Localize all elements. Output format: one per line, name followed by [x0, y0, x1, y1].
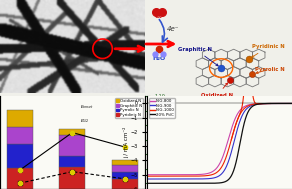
- Text: O₂: O₂: [155, 14, 163, 19]
- Text: H₂O: H₂O: [152, 56, 166, 61]
- Line: N-G-900: N-G-900: [147, 104, 292, 179]
- Text: Pyridinic N: Pyridinic N: [252, 44, 285, 57]
- N-G-900: [290, 102, 292, 105]
- N-G-800: [290, 102, 292, 105]
- N-G-900: [255, 103, 258, 105]
- N-G-900: [183, 178, 186, 180]
- N-G-1000: [183, 175, 186, 177]
- 20% Pt/C: [290, 102, 292, 105]
- N-G-800: [211, 170, 215, 173]
- Line: N-G-800: N-G-800: [147, 104, 292, 175]
- Bar: [7, 144, 33, 168]
- Bar: [59, 129, 86, 135]
- Text: Pyrrolic N: Pyrrolic N: [255, 67, 285, 74]
- N-G-900: [242, 111, 246, 113]
- Bar: [112, 160, 138, 164]
- Legend: Oxidized N, Graphitic N, Pyrrolic N, Pyridinic N: Oxidized N, Graphitic N, Pyrrolic N, Pyr…: [115, 98, 142, 118]
- N-G-900: [146, 178, 149, 180]
- N-G-1000: [211, 173, 215, 176]
- Y-axis label: j / mA cm⁻²: j / mA cm⁻²: [123, 127, 129, 158]
- Line: N-G-1000: N-G-1000: [147, 104, 292, 176]
- N-G-1000: [146, 175, 149, 177]
- N-G-800: [171, 174, 175, 176]
- N-G-1000: [242, 108, 246, 110]
- N-G-900: [211, 177, 215, 179]
- Bar: [59, 156, 86, 167]
- Bar: [112, 164, 138, 172]
- N-G-900: [231, 146, 234, 148]
- N-G-1000: [290, 102, 292, 105]
- N-G-800: [183, 174, 186, 176]
- Bar: [112, 172, 138, 179]
- Text: Oxidized N: Oxidized N: [201, 83, 233, 98]
- N-G-800: [146, 174, 149, 176]
- N-G-1000: [171, 175, 175, 177]
- Text: 4e⁻: 4e⁻: [167, 26, 180, 32]
- N-G-900: [171, 178, 175, 180]
- Bar: [59, 135, 86, 156]
- N-G-1000: [255, 103, 258, 105]
- Line: 20% Pt/C: 20% Pt/C: [147, 104, 292, 183]
- Text: Graphitic N: Graphitic N: [178, 47, 218, 66]
- 20% Pt/C: [255, 103, 258, 106]
- Bar: [7, 127, 33, 144]
- 20% Pt/C: [171, 182, 175, 184]
- Bar: [112, 179, 138, 189]
- Legend: N-G-800, N-G-900, N-G-1000, 20% Pt/C: N-G-800, N-G-900, N-G-1000, 20% Pt/C: [150, 98, 175, 118]
- 20% Pt/C: [183, 182, 186, 184]
- Text: $E_{1/2}$: $E_{1/2}$: [79, 117, 89, 125]
- 20% Pt/C: [242, 123, 246, 125]
- N-G-800: [255, 103, 258, 105]
- Text: $E_{onset}$: $E_{onset}$: [79, 103, 93, 111]
- 20% Pt/C: [146, 182, 149, 184]
- 20% Pt/C: [211, 182, 215, 184]
- N-G-1000: [231, 134, 234, 136]
- Bar: [7, 110, 33, 127]
- N-G-800: [231, 124, 234, 126]
- N-G-800: [242, 106, 246, 108]
- Bar: [59, 167, 86, 189]
- Y-axis label: E / V (vs.RHE): E / V (vs.RHE): [166, 126, 171, 160]
- 20% Pt/C: [231, 172, 234, 174]
- Bar: [7, 168, 33, 189]
